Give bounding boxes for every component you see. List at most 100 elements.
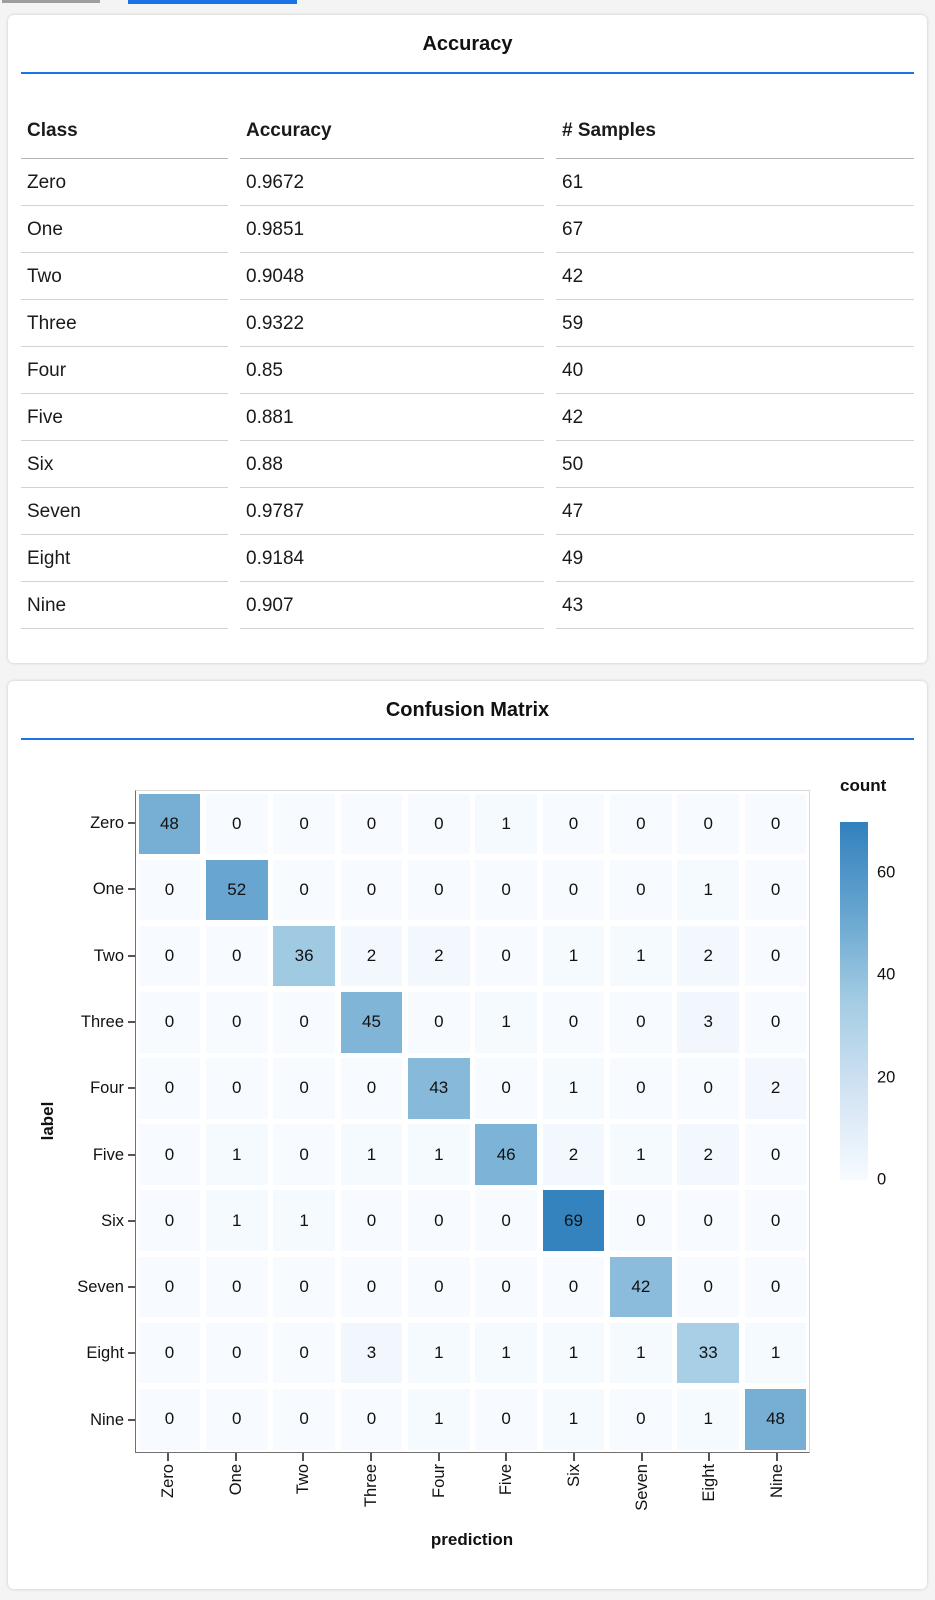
confusion-matrix-title: Confusion Matrix <box>385 699 550 721</box>
heatmap-cell: 1 <box>542 1322 605 1384</box>
table-cell: Six <box>21 441 228 488</box>
table-cell: 43 <box>556 582 914 629</box>
table-row: Seven 0.9787 47 <box>21 488 914 535</box>
confusion-matrix-panel: Confusion Matrix label 48 0 0 0 0 1 0 0 0 0 0 52 0 0 0… <box>8 681 927 1589</box>
heatmap-cell: 0 <box>542 859 605 921</box>
heatmap-cell: 0 <box>744 925 807 987</box>
x-tick-label: Eight <box>700 1464 719 1502</box>
heatmap-cell: 1 <box>205 1124 268 1185</box>
x-tick-mark <box>369 1453 372 1461</box>
heatmap-cell: 0 <box>273 1058 336 1119</box>
heatmap-cell: 3 <box>677 991 740 1053</box>
y-tick-label: Six <box>101 1211 124 1230</box>
y-tick-label: Two <box>93 946 124 965</box>
legend-tick-label: 40 <box>877 965 896 984</box>
heatmap-cell: 2 <box>677 1124 740 1185</box>
x-tick-label: Three <box>361 1464 380 1508</box>
heatmap-cell: 0 <box>744 1124 807 1185</box>
y-tick-label: One <box>92 880 124 899</box>
heatmap-cell: 0 <box>407 1190 470 1252</box>
heatmap-cell: 1 <box>205 1190 268 1252</box>
heatmap-cell: 0 <box>205 1058 268 1119</box>
table-cell: 0.9787 <box>240 488 544 535</box>
heatmap-cell: 3 <box>340 1322 403 1384</box>
heatmap-cell: 0 <box>475 1058 538 1119</box>
legend-tick-label: 0 <box>877 1170 887 1189</box>
heatmap-cell: 0 <box>138 859 201 921</box>
y-tick-mark <box>128 1352 135 1355</box>
heatmap-cell: 0 <box>609 991 672 1053</box>
legend-tick-label: 60 <box>877 863 896 882</box>
heatmap-cell: 2 <box>542 1124 605 1185</box>
table-cell: Eight <box>21 535 228 582</box>
heatmap-cell: 0 <box>273 1124 336 1185</box>
heatmap-cell: 0 <box>340 793 403 855</box>
legend-title: count <box>840 776 887 795</box>
heatmap-cell: 2 <box>340 925 403 987</box>
y-tick-label: Nine <box>90 1410 124 1429</box>
table-row: One 0.9851 67 <box>21 206 914 253</box>
heatmap-cell: 0 <box>609 1058 672 1119</box>
x-tick-mark <box>167 1453 169 1461</box>
heatmap-cell: 48 <box>138 793 201 855</box>
x-axis-title: prediction <box>430 1530 514 1549</box>
heatmap-plot-area: 48 0 0 0 0 1 0 0 0 0 0 52 0 0 0 0 0 0 1 0 0 0 36 2 2 0 1 1 2 0 0 0 0 45 0 1… <box>135 790 810 1453</box>
table-cell: Seven <box>21 488 228 535</box>
heatmap-cell: 0 <box>205 793 268 855</box>
x-tick-mark <box>708 1453 711 1461</box>
table-row: Four 0.85 40 <box>21 347 914 394</box>
heatmap-cell: 0 <box>138 1124 201 1185</box>
y-tick-mark <box>128 954 135 957</box>
heatmap-cell: 1 <box>475 991 538 1053</box>
table-cell: Five <box>21 394 228 441</box>
heatmap-cell: 1 <box>677 1388 740 1450</box>
heatmap-cell: 0 <box>340 859 403 921</box>
heatmap-cell: 0 <box>475 1256 538 1318</box>
heatmap-cell: 0 <box>744 793 807 855</box>
heatmap-cell: 1 <box>407 1322 470 1384</box>
table-cell: 0.9851 <box>240 206 544 253</box>
heatmap-cell: 48 <box>744 1388 807 1450</box>
x-tick-label: Nine <box>767 1464 786 1498</box>
heatmap-cell: 0 <box>744 991 807 1053</box>
x-tick-label: Zero <box>159 1464 177 1498</box>
heatmap-cell: 0 <box>677 793 740 855</box>
heatmap-cell: 0 <box>475 1190 538 1252</box>
table-cell: 61 <box>556 159 914 206</box>
heatmap-cell: 2 <box>407 925 470 987</box>
heatmap-cell: 0 <box>407 793 470 855</box>
heatmap-cell: 0 <box>205 991 268 1053</box>
x-tick-mark <box>640 1453 643 1461</box>
column-header-samples: # Samples <box>556 102 914 159</box>
table-cell: 0.9672 <box>240 159 544 206</box>
heatmap-cell: 2 <box>677 925 740 987</box>
heatmap-cell: 0 <box>138 1190 201 1252</box>
heatmap-cell: 0 <box>609 859 672 921</box>
accuracy-table: Class Accuracy # Samples Zero 0.9672 61 One… <box>21 102 914 629</box>
heatmap-cell: 1 <box>475 1322 538 1384</box>
y-tick-mark <box>128 1286 135 1289</box>
heatmap-cell: 0 <box>138 1058 201 1119</box>
y-tick-label: Zero <box>90 814 124 832</box>
heatmap-cell: 0 <box>138 1388 201 1450</box>
heatmap-cell: 45 <box>340 991 403 1053</box>
accuracy-table-header: Class Accuracy # Samples <box>21 102 914 159</box>
y-tick-label: Five <box>92 1145 124 1164</box>
legend-tick-label: 20 <box>877 1068 896 1087</box>
y-tick-mark <box>128 822 135 824</box>
heatmap-cell: 1 <box>273 1190 336 1252</box>
table-cell: 49 <box>556 535 914 582</box>
x-tick-label: Seven <box>632 1464 651 1511</box>
table-row: Zero 0.9672 61 <box>21 159 914 206</box>
active-tab-indicator[interactable] <box>128 0 297 4</box>
y-tick-mark <box>128 1418 135 1421</box>
inactive-tab-indicator[interactable] <box>2 0 100 3</box>
heatmap-cell: 0 <box>273 1322 336 1384</box>
heatmap-cell: 1 <box>542 1058 605 1119</box>
title-underline <box>21 738 914 740</box>
table-cell: 40 <box>556 347 914 394</box>
heatmap-cell: 0 <box>677 1190 740 1252</box>
table-cell: 0.9048 <box>240 253 544 300</box>
heatmap-cell: 0 <box>677 1256 740 1318</box>
table-cell: 0.881 <box>240 394 544 441</box>
